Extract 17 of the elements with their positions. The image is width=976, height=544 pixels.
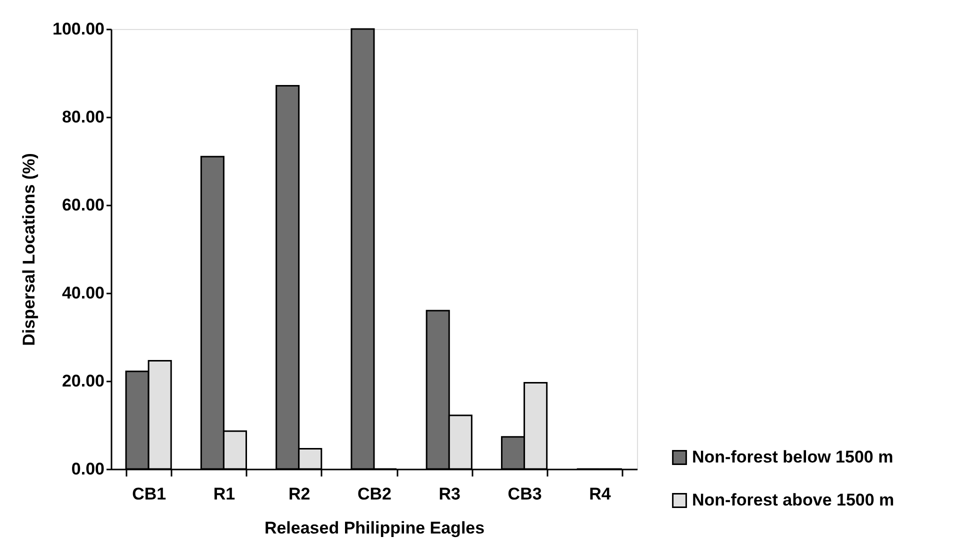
legend-label: Non-forest below 1500 m — [692, 448, 894, 466]
y-tick-label: 40.00 — [62, 284, 104, 302]
x-tick-label: CB2 — [357, 484, 392, 504]
x-tick-label: R1 — [213, 484, 236, 504]
x-tick-label: R4 — [589, 484, 612, 504]
x-tick-label: R3 — [438, 484, 461, 504]
x-tick-label: CB1 — [132, 484, 166, 504]
y-tick-label: 20.00 — [62, 372, 104, 390]
y-tick-label: 0.00 — [71, 460, 104, 478]
x-tick-label: CB3 — [508, 484, 542, 504]
y-axis-title: Dispersal Locations (%) — [20, 153, 39, 346]
legend-label: Non-forest above 1500 m — [692, 490, 894, 510]
y-tick-label: 60.00 — [62, 196, 104, 214]
y-tick-label: 80.00 — [62, 108, 104, 126]
x-tick-label: R2 — [288, 484, 310, 504]
y-tick-label: 100.00 — [52, 20, 104, 38]
x-axis-title: Released Philippine Eagles — [264, 518, 485, 538]
